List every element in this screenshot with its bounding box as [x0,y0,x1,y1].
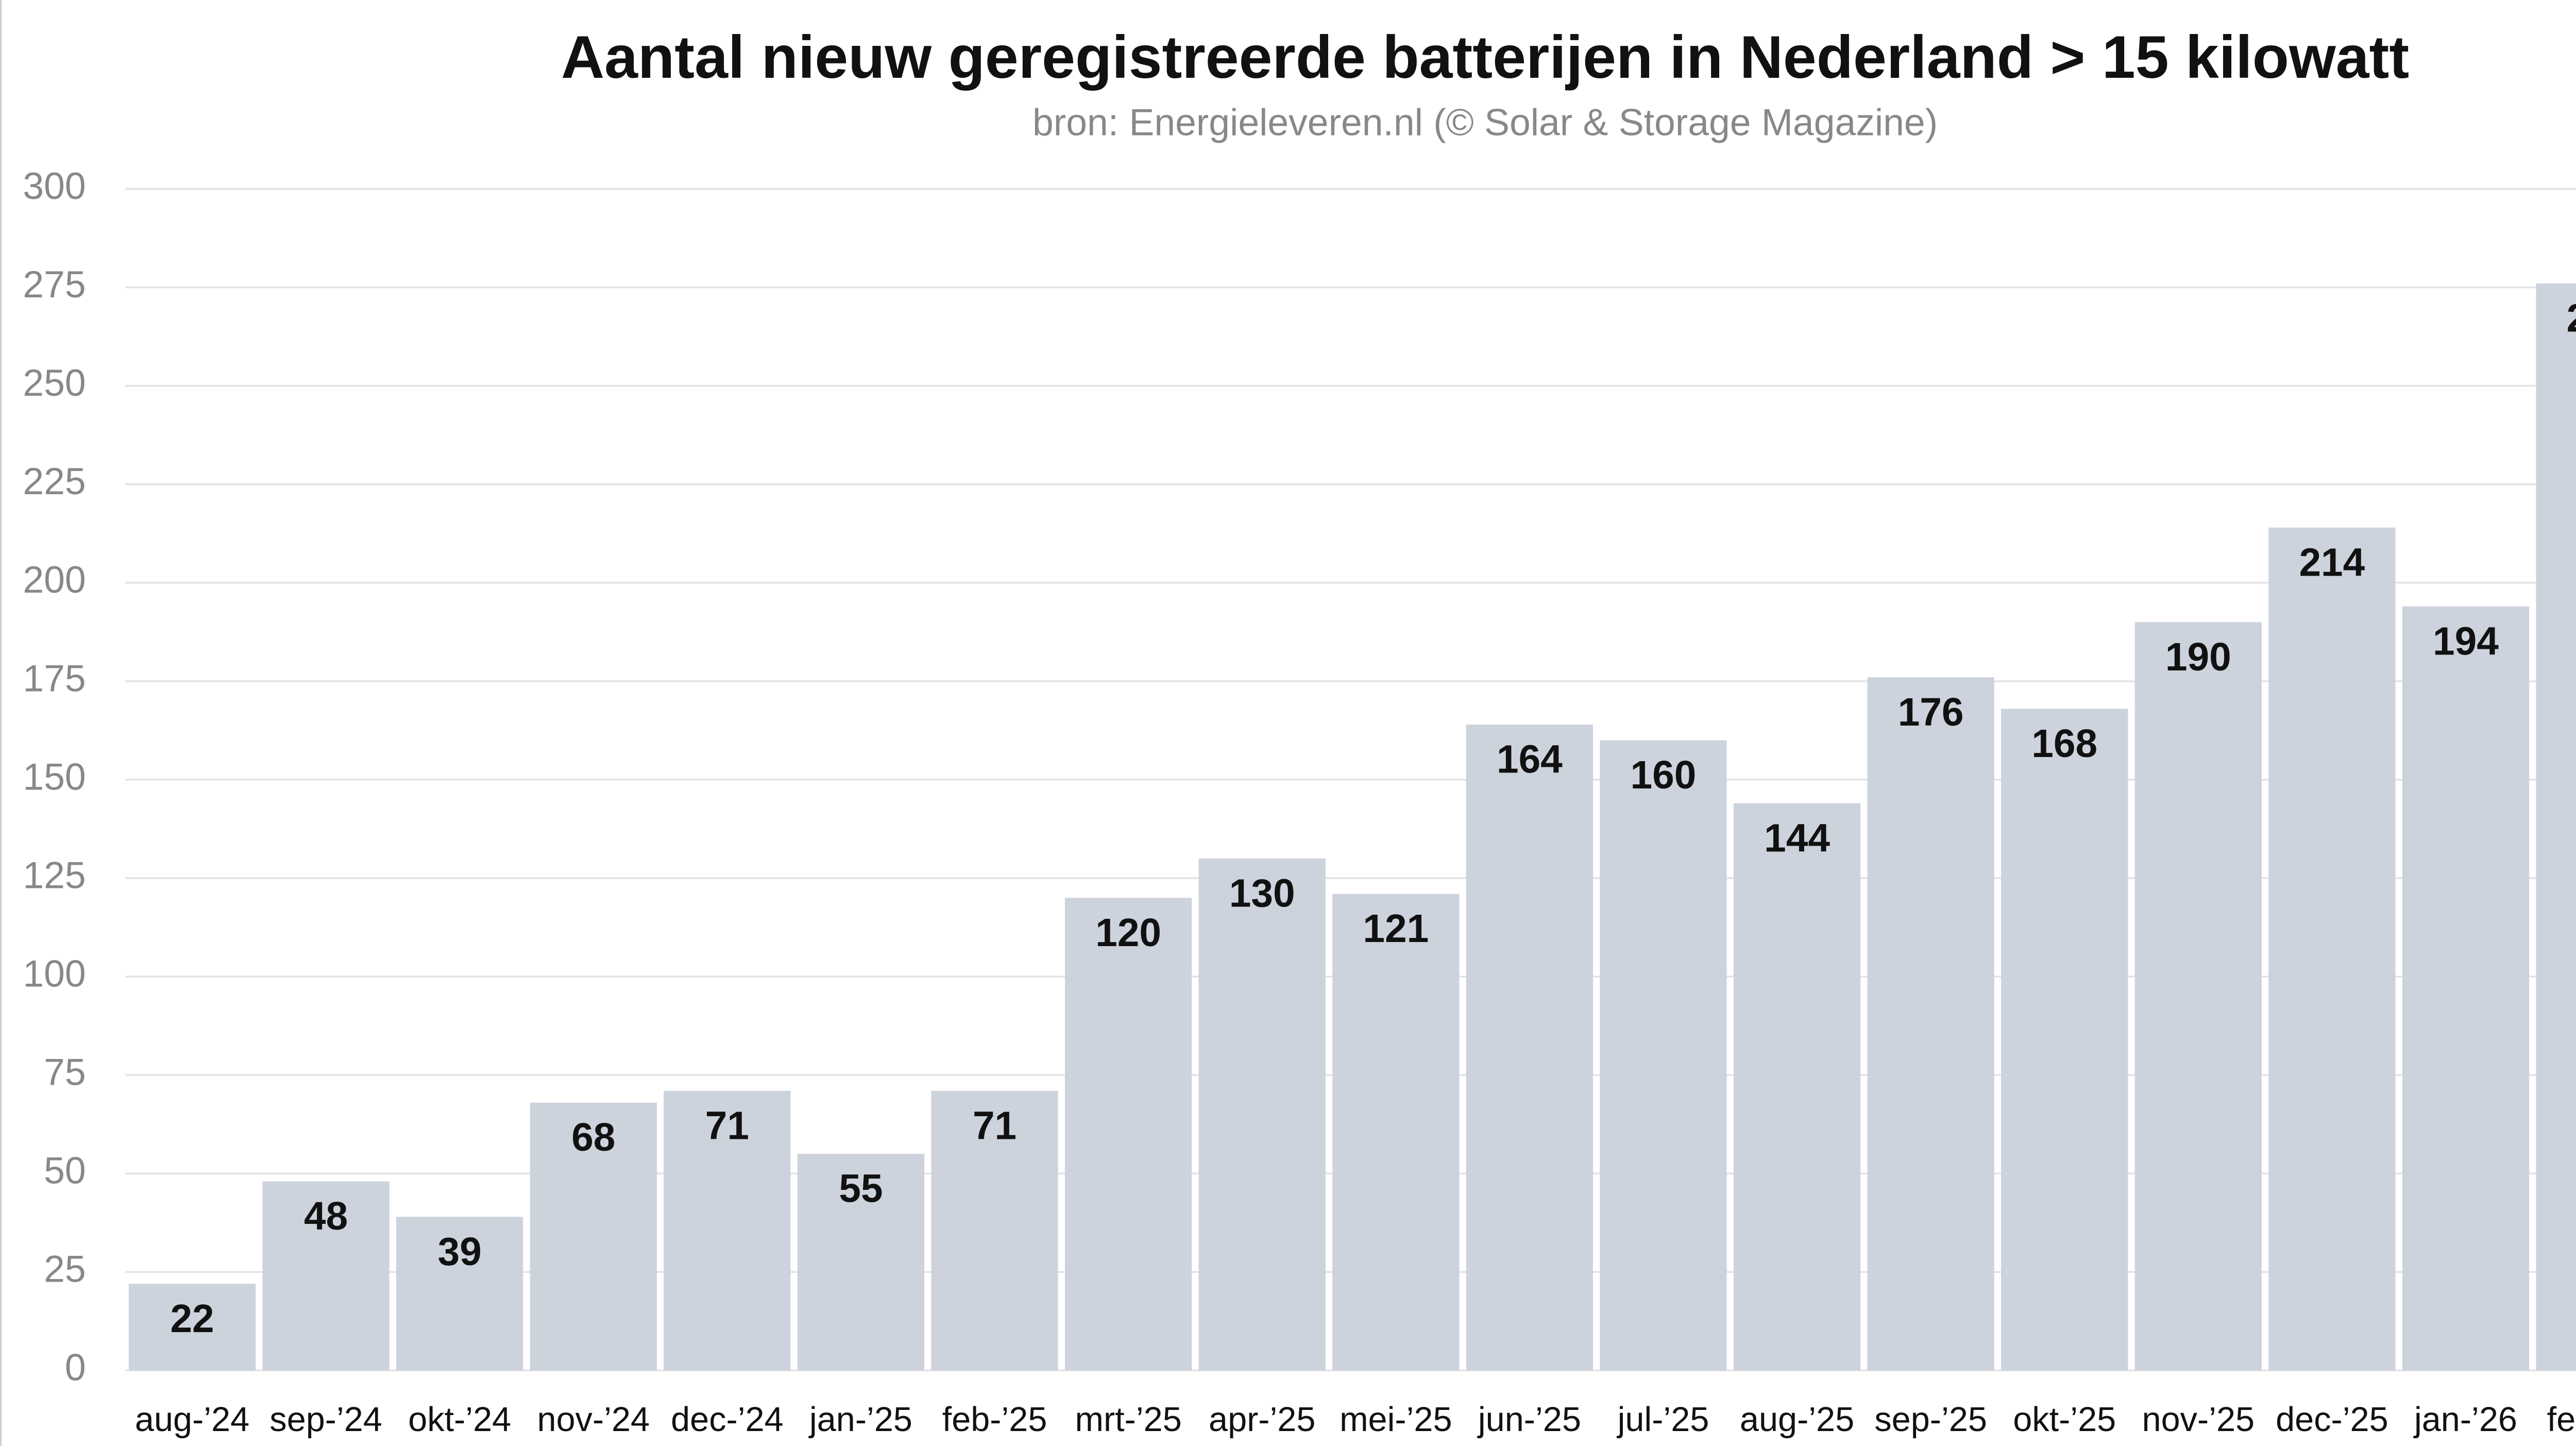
value-label: 164 [1497,738,1563,782]
chart-title: Aantal nieuw geregistreerde batterijen i… [561,23,2409,91]
value-label: 276 [2567,297,2576,341]
y-tick-label: 50 [44,1150,86,1192]
x-tick-label: jun-’25 [1477,1401,1581,1439]
y-tick-label: 75 [44,1051,86,1094]
bar [2268,527,2396,1371]
y-tick-label: 100 [23,952,86,995]
value-label: 68 [571,1116,615,1159]
x-tick-label: nov-’24 [537,1401,650,1439]
x-tick-label: okt-’24 [408,1401,511,1439]
bar [1733,803,1861,1371]
y-tick-label: 200 [23,559,86,601]
y-tick-label: 150 [23,755,86,798]
x-tick-label: feb-’26 [2547,1401,2576,1439]
bar [1065,898,1192,1371]
value-label: 121 [1363,907,1429,951]
value-label: 48 [304,1195,348,1238]
y-tick-label: 0 [65,1347,86,1389]
bar [1867,677,1994,1371]
bar [1466,724,1594,1371]
x-tick-label: nov-’25 [2142,1401,2255,1439]
y-tick-label: 275 [23,263,86,306]
value-label: 190 [2165,635,2231,679]
bar [1600,740,1727,1371]
value-label: 120 [1095,911,1161,955]
value-label: 168 [2031,722,2097,766]
x-tick-label: jan-’26 [2413,1401,2517,1439]
value-label: 214 [2299,541,2365,584]
y-tick-label: 300 [23,165,86,207]
bar [2536,283,2576,1371]
value-label: 144 [1764,816,1830,860]
bar [128,1284,256,1371]
bar [1198,858,1326,1371]
x-tick-label: dec-’24 [671,1401,784,1439]
value-label: 194 [2433,619,2499,663]
bar [2134,622,2262,1371]
bar [1332,894,1460,1371]
chart-subtitle: bron: Energieleveren.nl (© Solar & Stora… [1032,102,1938,144]
value-label: 55 [839,1167,883,1211]
bar [797,1154,925,1371]
value-label: 160 [1631,753,1697,797]
x-tick-label: sep-’25 [1874,1401,1987,1439]
x-tick-label: feb-’25 [942,1401,1047,1439]
bar [2402,606,2530,1371]
y-tick-label: 250 [23,362,86,404]
x-tick-label: aug-’24 [135,1401,249,1439]
bar [2001,709,2128,1371]
x-tick-label: dec-’25 [2276,1401,2388,1439]
x-tick-label: mei-’25 [1340,1401,1452,1439]
bar [931,1090,1058,1371]
x-tick-label: mrt-’25 [1075,1401,1181,1439]
y-tick-label: 225 [23,460,86,502]
y-tick-label: 125 [23,854,86,896]
value-label: 39 [438,1230,482,1274]
x-tick-label: jan-’25 [808,1401,912,1439]
y-tick-label: 175 [23,657,86,699]
bar [396,1217,523,1371]
value-label: 130 [1229,871,1295,915]
bar [262,1181,389,1371]
value-label: 176 [1898,691,1964,734]
x-tick-label: okt-’25 [2013,1401,2116,1439]
bar [664,1090,791,1371]
value-label: 22 [170,1297,214,1341]
x-tick-label: apr-’25 [1209,1401,1315,1439]
y-tick-label: 25 [44,1248,86,1290]
x-tick-label: jul-’25 [1617,1401,1709,1439]
value-label: 71 [973,1104,1016,1148]
value-label: 71 [705,1104,749,1148]
x-tick-label: sep-’24 [269,1401,382,1439]
bar [530,1102,657,1371]
x-tick-label: aug-’25 [1740,1401,1854,1439]
